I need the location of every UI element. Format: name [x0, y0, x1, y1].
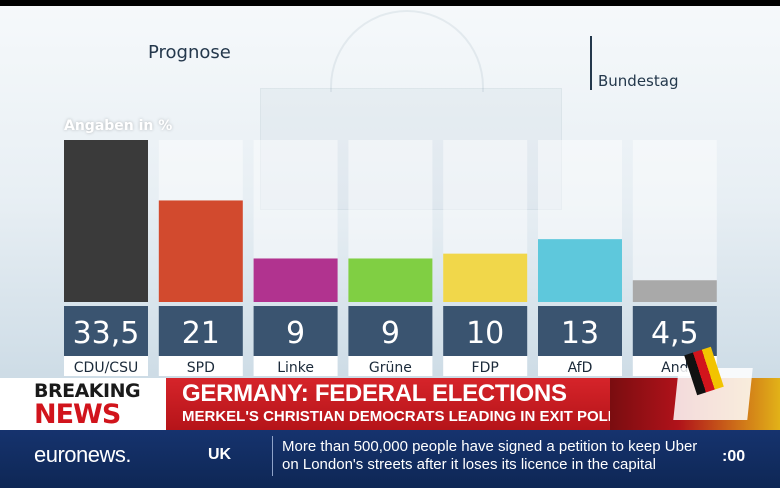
value-label: 13 — [561, 316, 599, 351]
headline-box — [166, 378, 610, 430]
ticker-divider — [272, 436, 273, 476]
bar — [158, 200, 243, 302]
reichstag-building-backdrop — [260, 88, 562, 210]
bar — [538, 239, 622, 302]
category-label: CDU/CSU — [74, 360, 138, 376]
value-box — [253, 306, 338, 356]
title-divider — [590, 36, 592, 90]
category-box — [538, 356, 622, 376]
value-box — [538, 306, 622, 356]
value-label: 33,5 — [73, 316, 140, 351]
news-ticker-bar — [0, 430, 780, 488]
category-box — [443, 356, 528, 376]
category-label: Grüne — [369, 360, 412, 376]
value-box — [348, 306, 433, 356]
category-box — [158, 356, 243, 376]
breaking-news-tag: BREAKING NEWS — [34, 380, 154, 430]
news-word: NEWS — [34, 399, 121, 430]
ticker-region: UK — [208, 446, 232, 463]
value-label: 9 — [381, 316, 400, 351]
breaking-word: BREAKING — [34, 380, 141, 402]
value-label: 9 — [286, 316, 305, 351]
unit-label: Angaben in % — [64, 118, 173, 134]
value-label: 4,5 — [651, 316, 699, 351]
top-black-bar — [0, 0, 780, 6]
subheadline: MERKEL'S CHRISTIAN DEMOCRATS LEADING IN … — [182, 408, 627, 425]
headline: GERMANY: FEDERAL ELECTIONS — [182, 380, 567, 407]
category-box — [64, 356, 148, 376]
value-box — [64, 306, 148, 356]
value-box — [632, 306, 717, 356]
bar-track — [632, 140, 717, 302]
category-label: FDP — [472, 360, 499, 376]
category-box — [253, 356, 338, 376]
bar — [64, 140, 148, 302]
graphic-subtitle: Bundestag — [598, 72, 679, 90]
graphic-title: Prognose — [148, 42, 231, 63]
bar — [443, 253, 528, 302]
category-label: Linke — [277, 360, 314, 376]
bar — [348, 258, 433, 302]
ticker-clock: :00 — [722, 448, 746, 465]
ticker-text-line-2: on London's streets after it loses its l… — [282, 456, 656, 473]
category-label: SPD — [187, 360, 215, 376]
value-label: 21 — [182, 316, 220, 351]
bar — [632, 280, 717, 302]
bar — [253, 258, 338, 302]
category-label: AfD — [568, 360, 593, 376]
ticker-text-line-1: More than 500,000 people have signed a p… — [282, 438, 698, 455]
category-box — [348, 356, 433, 376]
value-label: 10 — [466, 316, 504, 351]
value-box — [443, 306, 528, 356]
value-box — [158, 306, 243, 356]
euronews-logo: euronews. — [34, 442, 132, 467]
